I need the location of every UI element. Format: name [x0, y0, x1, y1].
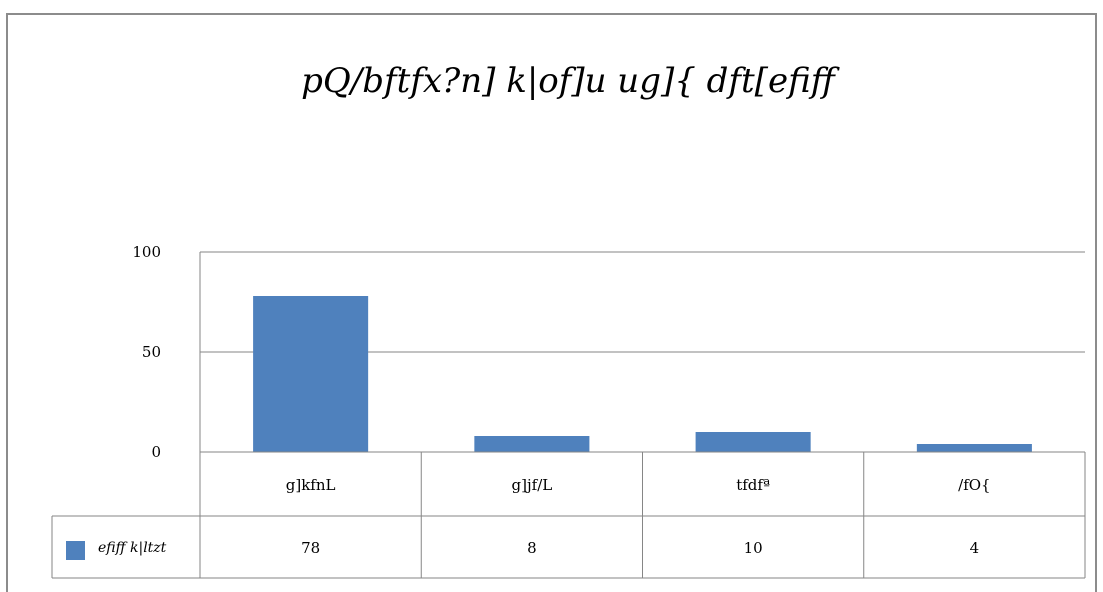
bar — [474, 436, 590, 452]
legend-key — [66, 541, 85, 560]
category-label: /fO{ — [958, 476, 990, 494]
bar — [695, 432, 811, 452]
y-tick-label: 100 — [132, 243, 161, 261]
bar — [253, 296, 369, 452]
category-label: g]kfnL — [286, 476, 336, 494]
category-label: g]jf/L — [512, 476, 553, 494]
chart-frame — [6, 13, 1097, 592]
legend-label: efiff k|ltzt — [98, 540, 167, 556]
category-label: tfdfª — [736, 476, 770, 494]
bars — [253, 296, 1032, 452]
data-label: 8 — [527, 539, 537, 557]
data-label: 10 — [744, 539, 763, 557]
y-axis: 0 50 100 — [132, 243, 201, 461]
data-table: g]kfnL g]jf/L tfdfª/fO{ 78 8 10 4 efiff k|ltzt — [51, 451, 1086, 579]
y-tick-label: 50 — [142, 343, 161, 361]
bar — [916, 444, 1032, 452]
data-label: 4 — [970, 539, 980, 557]
chart-title: pQ/bftfx?n] k|of]u ug]{ dft[efiff — [301, 61, 840, 101]
data-label: 78 — [301, 539, 320, 557]
y-tick-label: 0 — [151, 443, 161, 461]
